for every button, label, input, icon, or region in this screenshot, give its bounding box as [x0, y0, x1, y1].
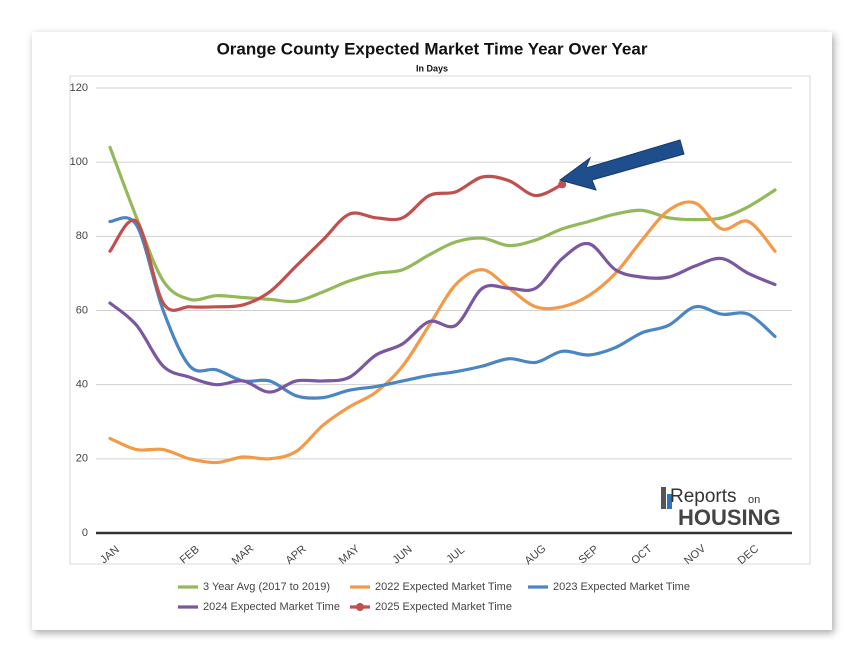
plot-frame [69, 75, 811, 565]
legend-label: 2024 Expected Market Time [203, 601, 340, 613]
end-marker [558, 180, 567, 189]
series-line [108, 241, 777, 394]
y-tick-label: 80 [76, 230, 88, 242]
logo-icon [667, 494, 672, 509]
y-tick-label: 20 [76, 453, 88, 465]
logo-icon [661, 487, 666, 509]
legend-label: 2022 Expected Market Time [375, 581, 512, 593]
series-line [108, 200, 777, 465]
series-line [108, 174, 564, 312]
legend-label: 2025 Expected Market Time [375, 601, 512, 613]
arrow-annotation [558, 139, 685, 191]
series-line [108, 145, 777, 304]
logo-small: on [748, 494, 760, 506]
series-line [108, 216, 777, 400]
y-tick-label: 0 [82, 527, 88, 539]
y-tick-label: 40 [76, 379, 88, 391]
chart-title: Orange County Expected Market Time Year … [217, 39, 648, 58]
chart-subtitle: In Days [416, 63, 448, 73]
y-tick-label: 120 [70, 82, 88, 94]
legend-label: 3 Year Avg (2017 to 2019) [203, 581, 330, 593]
logo-brand: Reports [670, 486, 737, 507]
legend-label: 2023 Expected Market Time [553, 581, 690, 593]
logo: Reports on HOUSING [661, 486, 781, 530]
card [32, 32, 832, 630]
logo-sub: HOUSING [678, 505, 781, 530]
legend-marker [356, 603, 364, 611]
y-tick-label: 60 [76, 304, 88, 316]
y-tick-label: 100 [70, 156, 88, 168]
